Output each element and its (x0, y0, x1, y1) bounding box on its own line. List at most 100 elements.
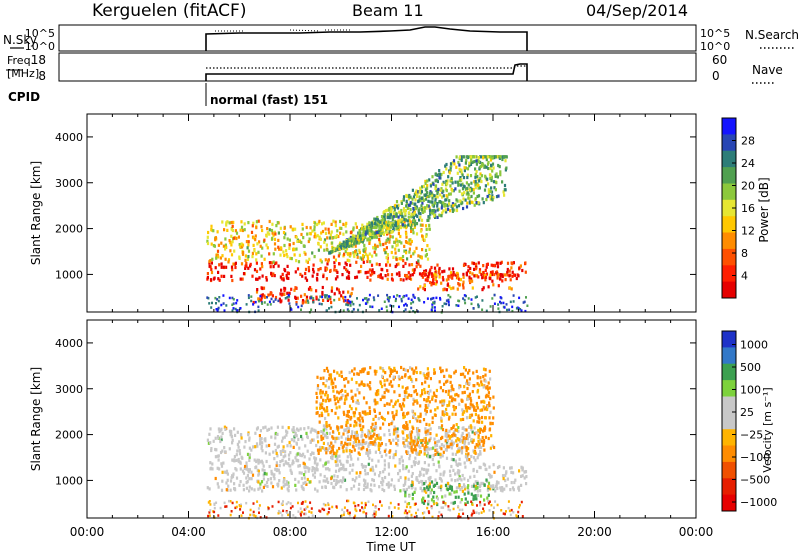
data-cell (322, 436, 325, 440)
data-cell (478, 442, 481, 446)
data-cell (412, 371, 415, 375)
data-cell (390, 222, 393, 226)
data-cell (441, 211, 444, 215)
data-cell (405, 231, 408, 235)
data-cell (457, 299, 460, 302)
data-cell (337, 244, 340, 249)
data-cell (313, 471, 317, 475)
data-cell (223, 425, 226, 429)
data-cell (438, 426, 441, 430)
data-cell (275, 261, 278, 265)
data-cell (438, 213, 441, 217)
data-cell (501, 487, 504, 491)
data-cell (427, 204, 430, 208)
data-cell (457, 462, 461, 466)
data-cell (225, 469, 229, 473)
data-cell (430, 447, 433, 451)
data-cell (206, 296, 209, 299)
data-cell (379, 243, 382, 247)
data-cell (457, 394, 460, 398)
data-cell (232, 472, 235, 476)
data-cell (365, 297, 368, 300)
data-cell (335, 505, 338, 508)
data-cell (336, 287, 339, 291)
data-cell (401, 430, 404, 434)
data-cell (283, 267, 286, 272)
data-cell (331, 245, 334, 249)
data-cell (347, 276, 351, 280)
data-cell (426, 275, 429, 279)
data-cell (429, 200, 432, 204)
data-cell (328, 507, 331, 510)
data-cell (411, 472, 414, 476)
data-cell (326, 396, 329, 400)
nave-line (206, 65, 527, 69)
data-cell (426, 446, 430, 450)
data-cell (482, 405, 485, 409)
data-cell (354, 514, 357, 518)
data-cell (248, 446, 251, 450)
data-cell (354, 244, 357, 248)
data-cell (425, 468, 428, 472)
data-cell (461, 187, 465, 191)
data-cell (413, 270, 416, 275)
data-cell (213, 510, 216, 514)
data-cell (252, 243, 255, 247)
data-cell (206, 486, 209, 490)
data-cell (412, 208, 415, 213)
data-cell (466, 155, 469, 159)
data-cell (466, 386, 469, 391)
data-cell (440, 370, 443, 374)
data-cell (443, 382, 446, 386)
data-cell (258, 240, 261, 244)
data-cell (260, 293, 263, 297)
data-cell (321, 292, 324, 296)
data-cell (372, 503, 374, 507)
data-cell (328, 307, 330, 310)
data-cell (428, 447, 431, 451)
data-cell (313, 475, 316, 479)
data-cell (488, 509, 491, 512)
data-cell (317, 451, 320, 455)
data-cell (488, 386, 491, 390)
data-cell (371, 514, 374, 517)
data-cell (380, 454, 383, 458)
data-cell (330, 230, 333, 234)
data-cell (403, 220, 406, 224)
data-cell (481, 299, 484, 302)
data-cell (388, 428, 391, 433)
data-cell (240, 220, 243, 224)
data-cell (394, 430, 397, 434)
data-cell (284, 483, 287, 487)
data-cell (475, 267, 478, 271)
data-cell (374, 243, 377, 247)
data-cell (451, 412, 454, 416)
data-cell (363, 225, 366, 229)
data-cell (423, 452, 426, 456)
data-cell (511, 270, 514, 274)
data-cell (426, 485, 429, 489)
velocity-colorbar-label: Velocity [m s⁻¹] (761, 387, 774, 472)
data-cell (403, 310, 405, 313)
data-cell (218, 467, 221, 471)
data-cell (469, 461, 472, 465)
data-cell (329, 268, 332, 273)
data-cell (450, 478, 453, 482)
data-cell (431, 209, 434, 213)
data-cell (442, 288, 445, 292)
data-cell (373, 440, 376, 444)
data-cell (402, 404, 406, 408)
data-cell (394, 427, 397, 431)
data-cell (427, 218, 430, 222)
data-cell (431, 303, 434, 306)
data-cell (387, 485, 390, 489)
data-cell (211, 462, 214, 466)
data-cell (412, 222, 415, 226)
data-cell (465, 408, 468, 412)
data-cell (350, 435, 353, 439)
data-cell (504, 473, 507, 478)
data-cell (369, 468, 372, 472)
data-cell (420, 196, 423, 200)
data-cell (474, 408, 478, 413)
data-cell (477, 186, 480, 190)
